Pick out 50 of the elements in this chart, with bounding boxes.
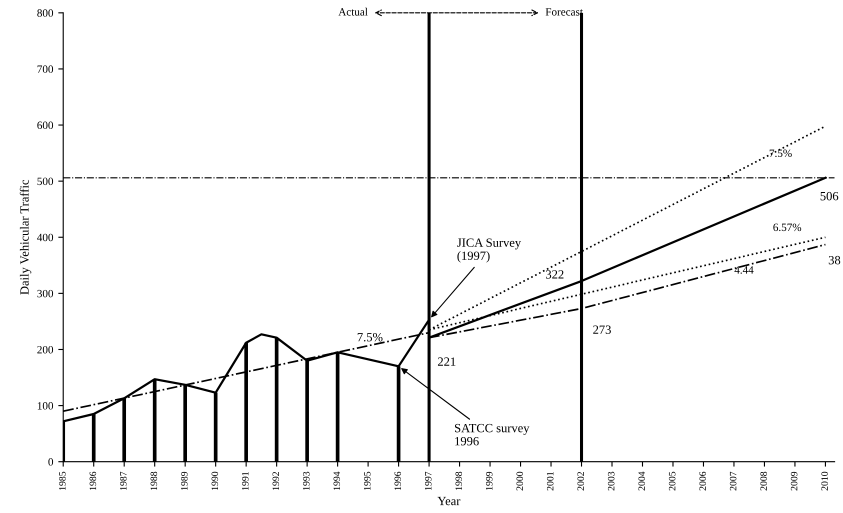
x-tick-label: 2010 <box>821 472 828 490</box>
y-tick-label: 600 <box>37 122 54 130</box>
x-tick-label: 1997 <box>424 472 432 490</box>
annotation: JICA Survey (1997) <box>457 238 522 262</box>
annotation: 221 <box>438 357 456 366</box>
x-tick-label: 1989 <box>181 472 188 490</box>
x-tick-label: 1987 <box>120 472 127 490</box>
x-tick-label: 1988 <box>150 472 158 490</box>
x-tick-label: 2007 <box>730 472 736 490</box>
annotation: 38 <box>828 256 840 264</box>
annotation: 273 <box>593 325 611 334</box>
y-tick-label: 0 <box>48 458 54 466</box>
x-tick-label: 2004 <box>638 472 645 490</box>
x-tick-label: 1991 <box>242 472 249 490</box>
y-tick-label: 100 <box>38 402 54 410</box>
x-tick-label: 2006 <box>699 472 706 490</box>
x-tick-label: 1990 <box>212 472 218 490</box>
annotation: Actual <box>338 8 368 16</box>
y-tick-label: 500 <box>37 178 54 186</box>
y-tick-label: 700 <box>38 65 54 73</box>
x-tick-label: 2003 <box>608 472 614 490</box>
x-tick-label: 2000 <box>516 472 523 490</box>
y-tick-label: 300 <box>37 290 54 298</box>
y-axis-title: Daily Vehicular Traffic <box>20 180 32 295</box>
annotation: 7.5% <box>770 150 792 158</box>
annotation: SATCC survey 1996 <box>454 424 530 446</box>
x-tick-label: 1994 <box>334 472 340 490</box>
x-tick-label: 2008 <box>760 472 767 490</box>
y-tick-label: 200 <box>37 346 54 354</box>
x-tick-label: 1986 <box>90 472 96 490</box>
y-tick-label: 800 <box>37 9 54 17</box>
x-tick-label: 1998 <box>455 472 462 490</box>
annotation: Forecast <box>546 8 583 16</box>
annotation: 322 <box>546 270 564 279</box>
x-tick-label: 2001 <box>546 472 554 490</box>
annotation: 4.44 <box>734 266 754 274</box>
x-tick-label: 1992 <box>272 472 280 490</box>
x-tick-label: 2005 <box>668 472 676 490</box>
annotation: 7.5% <box>358 332 383 342</box>
annotation: 506 <box>820 192 838 200</box>
x-axis-title: Year <box>438 496 460 506</box>
x-tick-label: 1996 <box>394 472 402 490</box>
x-tick-label: 1993 <box>303 472 310 490</box>
annotation: 6.57% <box>773 224 802 232</box>
x-tick-label: 2009 <box>790 472 798 490</box>
x-tick-label: 1985 <box>59 472 66 490</box>
y-tick-label: 400 <box>37 234 54 242</box>
x-tick-label: 1995 <box>364 472 371 490</box>
x-tick-label: 1999 <box>486 472 492 490</box>
x-tick-label: 2002 <box>577 472 584 490</box>
